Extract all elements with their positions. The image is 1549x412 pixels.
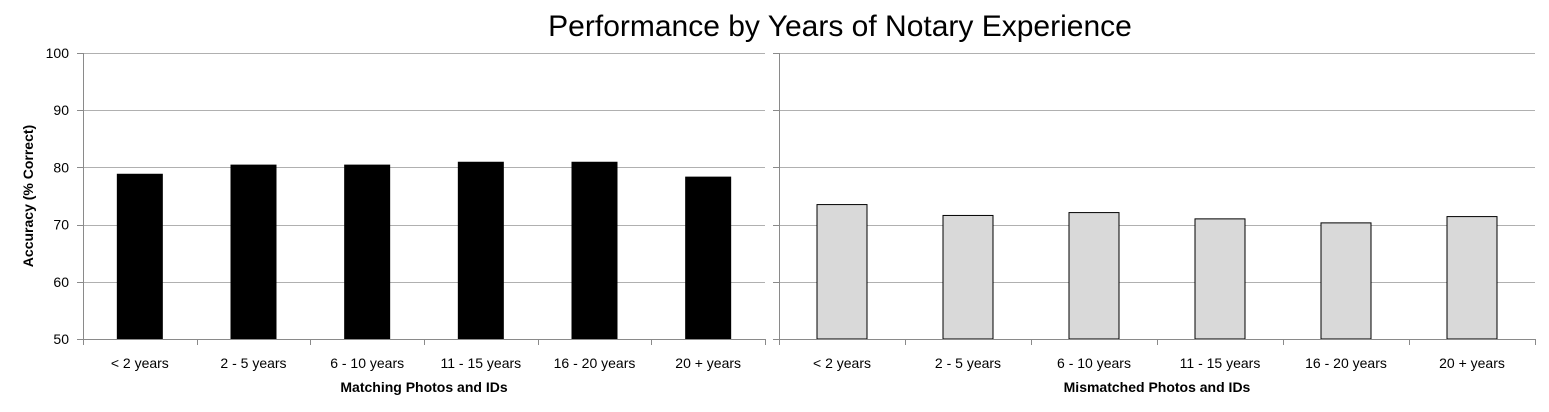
bar	[816, 204, 868, 340]
bar	[1446, 216, 1498, 340]
x-tick-label: 16 - 20 years	[554, 355, 636, 371]
bar	[571, 161, 618, 340]
x-tick-label: 2 - 5 years	[935, 355, 1001, 371]
panel-mismatched: < 2 years 2 - 5 years 6 - 10 years 11 - 15 …	[773, 53, 1536, 395]
y-axis-label: Accuracy (% Correct)	[20, 125, 36, 267]
x-tick-label: 16 - 20 years	[1305, 355, 1387, 371]
y-tick-label: 100	[46, 45, 70, 61]
axes-mismatched	[773, 53, 1536, 345]
x-tick-label: 6 - 10 years	[1057, 355, 1131, 371]
x-tick-labels-mismatched: < 2 years 2 - 5 years 6 - 10 years 11 - 15 …	[813, 355, 1505, 371]
y-tick-label: 90	[53, 102, 69, 118]
bar	[344, 164, 391, 340]
x-tick-label: 11 - 15 years	[440, 355, 521, 371]
bar	[942, 214, 994, 340]
bar	[116, 173, 163, 340]
bars-matching	[116, 161, 732, 340]
bar	[1194, 218, 1246, 340]
x-tick-label: < 2 years	[813, 355, 871, 371]
y-tick-label: 50	[53, 331, 69, 347]
y-tick-label: 80	[53, 159, 69, 175]
bar	[230, 164, 277, 340]
x-axis-label-matching: Matching Photos and IDs	[340, 379, 507, 395]
x-tick-label: 20 + years	[675, 355, 741, 371]
bar	[1068, 212, 1120, 340]
x-tick-labels-matching: < 2 years 2 - 5 years 6 - 10 years 11 - 15 …	[111, 355, 741, 371]
x-tick-label: 20 + years	[1439, 355, 1505, 371]
x-axis-label-mismatched: Mismatched Photos and IDs	[1064, 379, 1251, 395]
panel-matching: 50 60 70 80 90 100 < 2 years 2 - 5 years 6 - 10…	[46, 45, 766, 395]
y-tick-label: 60	[53, 274, 69, 290]
bar	[457, 161, 504, 340]
x-tick-label: 2 - 5 years	[220, 355, 286, 371]
gridlines	[83, 53, 765, 283]
y-tick-labels: 50 60 70 80 90 100	[46, 45, 70, 347]
x-tick-label: 6 - 10 years	[330, 355, 404, 371]
gridlines	[779, 53, 1535, 283]
chart-title: Performance by Years of Notary Experienc…	[548, 10, 1132, 43]
bar	[1320, 222, 1372, 340]
y-tick-label: 70	[53, 217, 69, 233]
bar	[685, 176, 732, 340]
axes-matching	[77, 53, 766, 345]
bars-mismatched	[816, 204, 1498, 340]
x-tick-label: < 2 years	[111, 355, 169, 371]
x-tick-label: 11 - 15 years	[1180, 355, 1261, 371]
